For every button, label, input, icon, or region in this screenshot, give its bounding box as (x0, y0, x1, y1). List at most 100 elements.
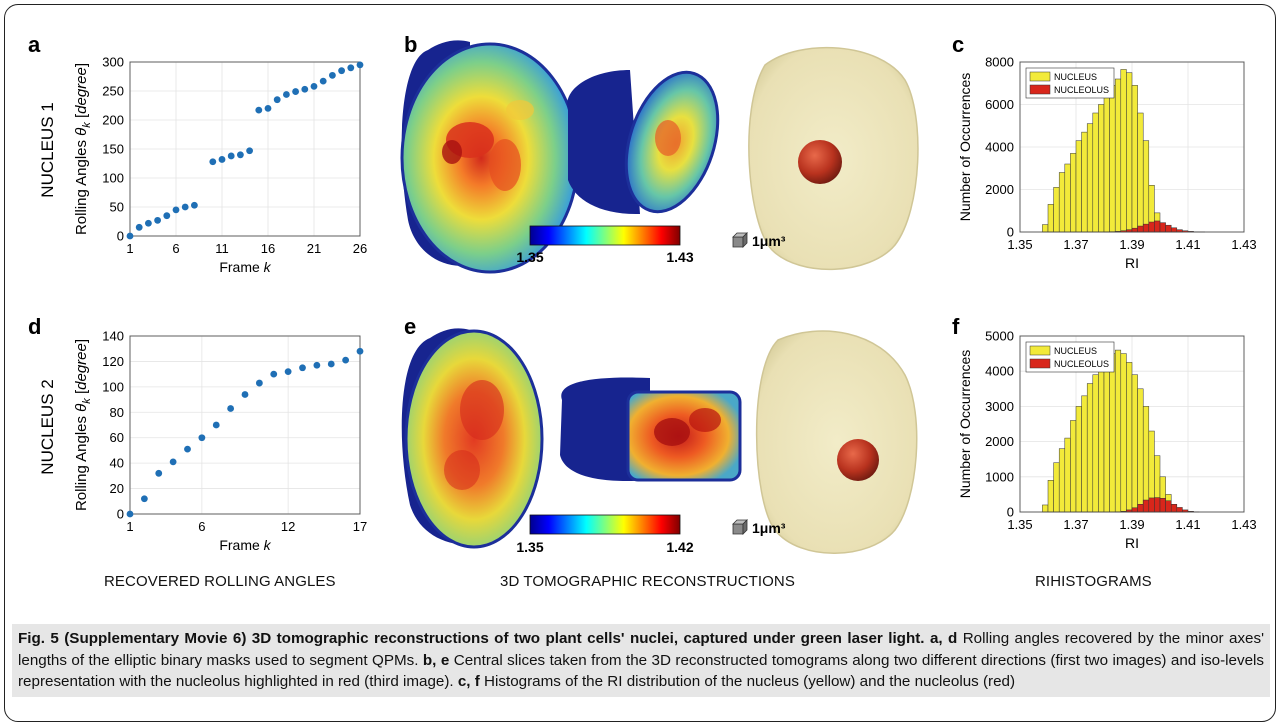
y-tick-label: 40 (110, 456, 124, 471)
y-tick-label: 5000 (985, 329, 1014, 344)
nucleus-bar (1098, 104, 1105, 233)
y-axis-label-bracket-open: [ (73, 113, 90, 122)
nucleolus-bar (1165, 500, 1172, 513)
y-tick-label: 140 (102, 329, 124, 344)
x-tick-label: 1.35 (1007, 517, 1032, 532)
caption-title: Fig. 5 (Supplementary Movie 6) 3D tomogr… (18, 630, 925, 647)
nucleus-bar (1120, 69, 1127, 233)
nucleus-bar (1131, 374, 1138, 513)
data-point (126, 232, 134, 240)
y-axis-label-unit: degree (73, 67, 90, 114)
nucleolus-bar (1170, 504, 1178, 513)
y-tick-label: 150 (102, 142, 124, 157)
colorbar-min-1: 1.35 (516, 249, 543, 265)
x-axis-label: Frame k (219, 259, 271, 275)
nucleolus-bar (1159, 498, 1166, 513)
legend-swatch (1029, 71, 1051, 82)
caption-ref-be: b, e (422, 651, 450, 669)
x-tick-label: 1 (126, 241, 133, 256)
y-tick-label: 1000 (985, 469, 1014, 484)
y-axis-label-bracket-close: ] (73, 339, 90, 343)
y-axis-label: Rolling Angles θk [degree] (73, 63, 93, 235)
nucleus-bar (1053, 462, 1060, 513)
data-point (329, 71, 336, 79)
data-point (255, 379, 263, 387)
plot-border (129, 61, 361, 237)
colorbar-min-2: 1.35 (516, 539, 543, 555)
y-axis-label-symbol: θ (73, 128, 90, 136)
scale-label-1: 1μm³ (752, 233, 786, 249)
section-label-reconstructions: 3D TOMOGRAPHIC RECONSTRUCTIONS (500, 573, 795, 590)
y-axis-label-text: Rolling Angles (73, 136, 90, 235)
nucleus-bar (1131, 85, 1138, 233)
data-point (163, 212, 171, 220)
nucleolus-bar (1131, 507, 1138, 513)
data-point (313, 361, 321, 369)
nucleus-bar (1047, 204, 1054, 233)
nucleus-bar (1064, 437, 1071, 513)
nucleolus-bar (1137, 504, 1144, 513)
nucleus-bar (1081, 395, 1088, 513)
y-axis-label-bracket-open: [ (73, 389, 90, 398)
y-tick-label: 6000 (985, 97, 1014, 112)
nucleus-bar (1098, 365, 1105, 513)
nucleolus-bar (1154, 220, 1161, 233)
nucleus-bar (1092, 112, 1099, 233)
isolevel-render-1 (748, 46, 919, 271)
nucleolus-bar (1142, 499, 1150, 513)
nucleolus-bar (1159, 222, 1166, 233)
x-tick-label: 16 (261, 241, 275, 256)
x-tick-label: 21 (307, 241, 321, 256)
data-point (198, 434, 206, 442)
data-point (319, 77, 327, 85)
x-tick-label: 11 (215, 241, 229, 256)
x-tick-label: 6 (172, 241, 179, 256)
y-tick-label: 3000 (985, 399, 1014, 414)
data-point (270, 370, 278, 378)
x-axis-label: RI (1125, 535, 1139, 551)
y-axis-label-bracket-close: ] (73, 63, 90, 67)
colorbar-max-2: 1.42 (666, 539, 693, 555)
data-point (237, 151, 244, 159)
data-point (255, 106, 263, 114)
data-point (227, 152, 235, 160)
y-tick-label: 0 (117, 507, 124, 522)
x-tick-label: 1.39 (1119, 237, 1144, 252)
legend-label: NUCLEUS (1054, 72, 1097, 82)
tomogram-slice-front-2 (401, 328, 544, 549)
x-tick-label: 26 (353, 241, 367, 256)
x-tick-label: 1.43 (1231, 517, 1256, 532)
ri-histogram-nucleus-2: 1.35 1.37 1.39 1.41 1.43 0 1000 2000 3000 4000 500… (957, 329, 1257, 552)
nucleus-bar (1126, 72, 1133, 233)
y-tick-label: 300 (102, 55, 124, 70)
nucleolus-bar (1165, 224, 1172, 233)
x-axis-label-var: k (264, 537, 272, 553)
legend-label: NUCLEUS (1054, 346, 1097, 356)
data-point (172, 206, 180, 214)
x-axis-label: Frame k (219, 537, 271, 553)
nucleus-bar (1081, 131, 1088, 233)
caption-text-cf: Histograms of the RI distribution of the… (484, 673, 1016, 690)
y-tick-label: 0 (1007, 505, 1014, 520)
x-tick-label: 1.41 (1175, 517, 1200, 532)
y-tick-label: 4000 (985, 140, 1014, 155)
legend-swatch (1029, 345, 1051, 356)
data-point (155, 469, 163, 477)
section-label-histograms: RIHISTOGRAMS (1035, 573, 1152, 590)
plot-border (129, 335, 361, 515)
x-tick-label: 1.41 (1175, 237, 1200, 252)
data-point (310, 82, 318, 90)
y-tick-label: 100 (102, 379, 124, 394)
data-point (284, 368, 292, 375)
data-point (301, 85, 309, 93)
nucleolus-bar (1142, 223, 1150, 233)
nucleus-bar (1053, 187, 1060, 233)
x-tick-label: 6 (198, 519, 205, 534)
x-axis-label-var: k (264, 259, 272, 275)
legend-swatch (1029, 84, 1051, 95)
data-point (181, 203, 189, 211)
y-tick-label: 100 (102, 171, 124, 186)
tomogram-slice-side-2 (560, 377, 742, 482)
x-tick-label: 1.37 (1063, 517, 1088, 532)
nucleolus-bar (1137, 225, 1144, 233)
